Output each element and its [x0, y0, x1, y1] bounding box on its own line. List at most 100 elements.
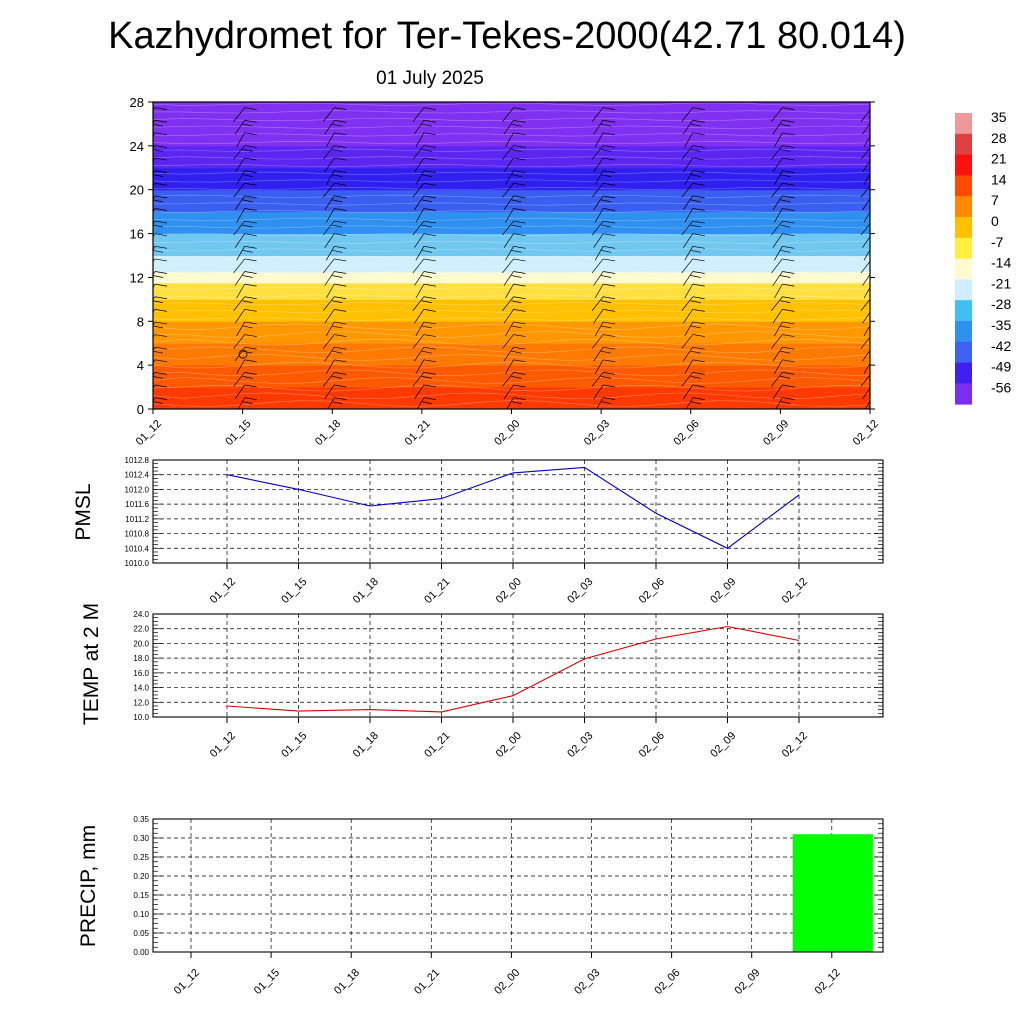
wind-barb — [863, 324, 870, 337]
wind-barb — [860, 336, 870, 349]
wind-barb — [153, 170, 168, 177]
heatmap-band — [153, 282, 870, 300]
wind-barb — [322, 107, 347, 122]
contour-line — [153, 392, 870, 400]
heatmap-y-ticks: 0 4 8 12 16 20 24 28 — [130, 95, 875, 417]
wind-barb — [860, 147, 870, 160]
wind-barb — [327, 397, 347, 409]
wind-barb — [684, 208, 705, 223]
wind-barb — [414, 233, 436, 248]
x-tick-label: 01_12 — [172, 967, 202, 997]
heatmap-y-tick-label: 16 — [130, 227, 144, 242]
heatmap-y-tick-label: 12 — [130, 270, 144, 285]
contour-line — [153, 202, 870, 206]
contour-line — [153, 302, 870, 306]
wind-barb — [322, 182, 347, 198]
contour-line — [153, 294, 870, 298]
wind-barb — [415, 359, 436, 374]
wind-barb — [593, 195, 616, 211]
wind-barb — [684, 359, 705, 374]
contour-line — [153, 225, 870, 229]
wind-barb — [153, 321, 168, 329]
y-tick-label: 12.0 — [133, 698, 149, 707]
heatmap-y-tick-label: 8 — [137, 314, 144, 329]
x-tick-label: 01_18 — [351, 576, 381, 606]
plot-frame — [152, 613, 884, 718]
x-tick-label: 02_12 — [780, 576, 810, 606]
wind-barb — [594, 245, 616, 261]
wind-barb — [684, 245, 705, 261]
wind-barb — [860, 260, 870, 274]
wind-barb — [772, 119, 795, 135]
wind-barb — [862, 273, 870, 286]
x-tick-label: 02_03 — [565, 730, 595, 760]
wind-barb — [153, 397, 168, 404]
wind-barb — [324, 119, 347, 135]
wind-barb — [153, 359, 168, 364]
wind-barb — [503, 157, 526, 173]
contour-line — [153, 256, 870, 260]
wind-barb — [593, 384, 616, 400]
wind-barb — [772, 309, 795, 324]
contour-line — [153, 240, 870, 244]
wind-barb — [414, 384, 436, 400]
wind-barb — [591, 182, 616, 198]
wind-barb — [412, 372, 436, 387]
wind-barb — [774, 283, 795, 299]
colorbar-label: 35 — [991, 109, 1007, 125]
wind-barb — [503, 195, 526, 211]
wind-barb — [591, 334, 616, 349]
calm-wind-marker — [238, 349, 248, 359]
heatmap-band — [153, 189, 870, 213]
wind-barb — [681, 372, 705, 387]
contour-line — [153, 323, 870, 331]
x-tick-label: 02_06 — [652, 967, 682, 997]
wind-barb — [503, 271, 526, 286]
heatmap-band — [153, 299, 870, 322]
wind-barb — [772, 195, 795, 211]
wind-barb — [233, 145, 257, 160]
contour-line — [153, 187, 870, 191]
wind-barb — [415, 283, 436, 299]
wind-barb — [322, 372, 347, 387]
contour-line — [153, 217, 870, 221]
wind-barb — [684, 170, 705, 185]
wind-barb — [414, 119, 436, 135]
contour-line — [153, 118, 870, 122]
wind-barb — [591, 220, 616, 236]
wind-barb — [236, 359, 257, 374]
heatmap-y-tick-label: 20 — [130, 183, 144, 198]
wind-barb — [772, 384, 795, 400]
wind-barb — [594, 321, 616, 337]
colorbar: 35 28 21 14 7 0 -7 -14 -21 -28 -35 -42 -49 -56 — [955, 109, 1011, 405]
x-tick-label: 02_09 — [708, 730, 738, 760]
heatmap-x-tick-label: 01_15 — [223, 418, 253, 448]
y-tick-label: 16.0 — [133, 669, 149, 678]
contour-line — [153, 164, 870, 168]
pmsl-chart: PMSL 1010.0 1010.4 1010.8 1011.2 1011.6 1012.… — [72, 456, 884, 606]
wind-barb — [594, 132, 616, 148]
wind-barb — [503, 119, 526, 135]
heatmap-x-tick-label: 01_21 — [403, 418, 433, 448]
wind-barb — [153, 245, 168, 253]
wind-barb — [593, 233, 616, 248]
x-tick-label: 01_21 — [422, 576, 452, 606]
wind-barb — [415, 132, 436, 148]
wind-barb — [681, 296, 705, 311]
y-tick-label: 1010.0 — [125, 559, 150, 568]
pmsl-ylabel: PMSL — [72, 483, 95, 540]
wind-barb — [594, 170, 616, 185]
wind-barb — [234, 233, 257, 248]
heatmap-band — [153, 387, 870, 409]
wind-barb — [505, 170, 526, 185]
y-tick-label: 1011.6 — [125, 500, 149, 509]
colorbar-label: -14 — [991, 255, 1011, 271]
y-tick-label: 1010.8 — [125, 530, 150, 539]
wind-barb — [774, 321, 795, 337]
colorbar-label: 7 — [991, 192, 999, 208]
wind-barbs — [153, 107, 870, 409]
contour-line — [153, 233, 870, 237]
wind-barb — [412, 107, 436, 122]
colorbar-label: 0 — [991, 213, 999, 229]
wind-barb — [681, 220, 705, 236]
